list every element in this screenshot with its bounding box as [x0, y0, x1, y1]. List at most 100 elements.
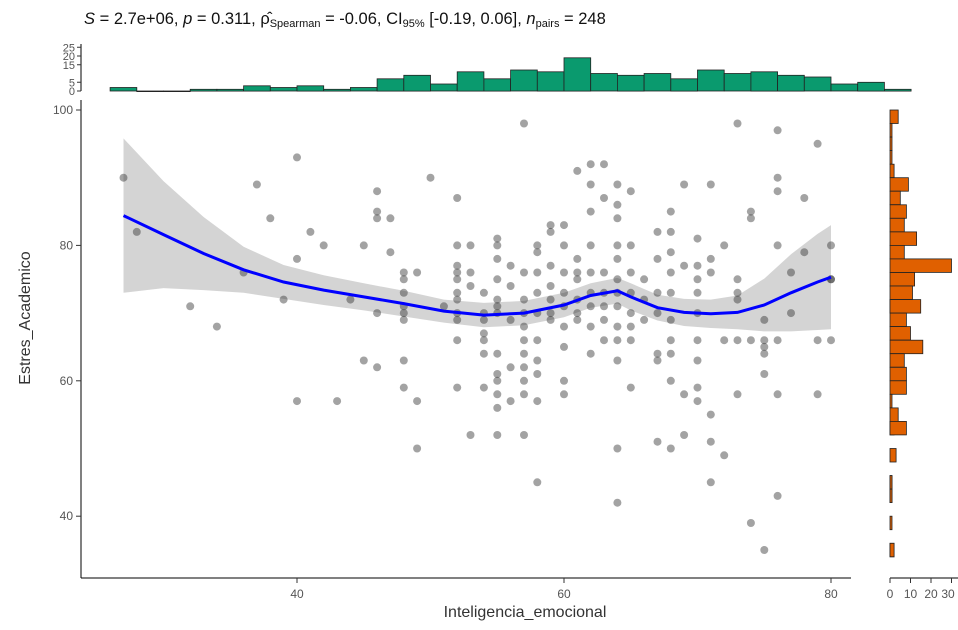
- y-hist-bin-18: [889, 353, 905, 368]
- x-hist-bar-18: [590, 73, 618, 92]
- data-point-24: [399, 268, 408, 277]
- data-point-121: [586, 160, 595, 169]
- y-hist-bin-4: [889, 163, 895, 179]
- y-hist-tick-label-20: 20: [924, 587, 938, 601]
- data-point-115: [573, 254, 582, 263]
- data-point-205: [733, 390, 742, 399]
- data-point-223: [787, 268, 795, 277]
- x-hist-tick-label-0: 0: [69, 86, 75, 98]
- data-point-128: [586, 322, 595, 331]
- y-hist-bin-16: [889, 326, 911, 341]
- data-point-162: [653, 254, 662, 263]
- y-hist-bin-26: [889, 488, 893, 504]
- data-point-219: [773, 241, 782, 250]
- data-point-211: [760, 336, 769, 345]
- data-point-151: [626, 241, 635, 250]
- x-hist-bar-15: [510, 69, 538, 92]
- chart-title: S = 2.7e+06, p = 0.311, ρ̂Spearman = -0.…: [84, 10, 606, 30]
- x-hist-bar-1: [136, 90, 164, 93]
- data-point-204: [733, 336, 742, 345]
- x-tick-label-60: 60: [557, 587, 571, 601]
- data-point-163: [653, 288, 662, 297]
- data-point-184: [693, 275, 702, 284]
- data-point-93: [533, 336, 542, 345]
- data-point-51: [466, 282, 475, 290]
- data-point-152: [626, 268, 635, 277]
- x-hist-bar-16: [536, 71, 565, 92]
- data-point-125: [586, 268, 595, 277]
- data-point-191: [706, 180, 715, 189]
- data-point-61: [493, 275, 502, 284]
- x-hist-bar-26: [803, 76, 832, 92]
- data-point-176: [666, 376, 675, 385]
- data-point-40: [453, 268, 462, 277]
- data-point-63: [493, 302, 502, 311]
- data-point-221: [773, 390, 782, 399]
- data-point-216: [773, 126, 782, 135]
- y-hist-tick-label-10: 10: [904, 587, 918, 601]
- data-point-45: [453, 315, 462, 324]
- y-hist-bin-11: [889, 258, 952, 273]
- data-point-113: [560, 390, 568, 399]
- data-point-175: [666, 349, 675, 358]
- data-point-17: [373, 187, 382, 196]
- data-point-181: [680, 431, 689, 439]
- data-point-197: [720, 241, 729, 250]
- data-point-20: [373, 309, 382, 318]
- x-axis-label-wrap: Inteligencia_emocional: [0, 604, 958, 622]
- y-hist-tick-label-30: 30: [941, 587, 955, 601]
- data-point-8: [293, 153, 301, 162]
- x-hist-bar-7: [296, 85, 325, 92]
- y-hist-bin-5: [889, 177, 909, 192]
- data-point-31: [399, 383, 408, 392]
- data-point-112: [560, 376, 568, 385]
- data-point-114: [573, 166, 582, 175]
- y-tick-label-80: 80: [60, 238, 74, 252]
- data-point-10: [293, 397, 301, 406]
- data-point-76: [506, 397, 515, 406]
- data-point-173: [666, 315, 675, 324]
- data-point-213: [760, 349, 769, 358]
- data-point-107: [560, 268, 568, 277]
- data-point-55: [479, 329, 488, 338]
- data-point-172: [666, 288, 675, 297]
- data-point-72: [506, 261, 515, 270]
- data-point-188: [693, 356, 702, 365]
- x-hist-bar-25: [777, 74, 805, 92]
- data-point-75: [506, 363, 515, 372]
- data-point-185: [693, 288, 702, 297]
- data-point-166: [653, 356, 662, 365]
- data-point-178: [680, 180, 689, 189]
- data-point-135: [600, 315, 608, 324]
- x-hist-bar-17: [563, 57, 592, 92]
- y-hist-bin-13: [889, 285, 913, 300]
- data-point-65: [493, 349, 502, 358]
- data-point-199: [720, 451, 729, 460]
- data-point-150: [626, 187, 635, 196]
- data-point-105: [560, 221, 568, 230]
- data-point-182: [693, 234, 702, 243]
- data-point-131: [600, 194, 608, 202]
- data-point-1: [132, 227, 141, 236]
- y-tick-label-40: 40: [60, 509, 74, 523]
- data-point-202: [733, 288, 742, 297]
- data-point-57: [479, 349, 488, 358]
- data-point-207: [746, 214, 755, 223]
- data-point-7: [279, 295, 288, 304]
- data-point-82: [520, 336, 528, 345]
- y-hist-bin-14: [889, 299, 922, 314]
- data-point-49: [466, 241, 475, 250]
- data-point-50: [466, 268, 475, 277]
- data-point-177: [666, 444, 675, 453]
- data-point-196: [706, 478, 715, 487]
- data-point-85: [520, 376, 528, 385]
- data-point-73: [506, 282, 515, 290]
- data-point-68: [493, 390, 502, 399]
- y-hist-bin-3: [889, 150, 893, 165]
- data-point-16: [359, 356, 368, 365]
- y-hist-bin-24: [889, 448, 897, 463]
- data-point-102: [546, 295, 555, 304]
- x-hist-bar-8: [323, 88, 351, 92]
- y-hist-bin-15: [889, 312, 907, 328]
- y-axis-label: Estres_Academico: [17, 251, 34, 385]
